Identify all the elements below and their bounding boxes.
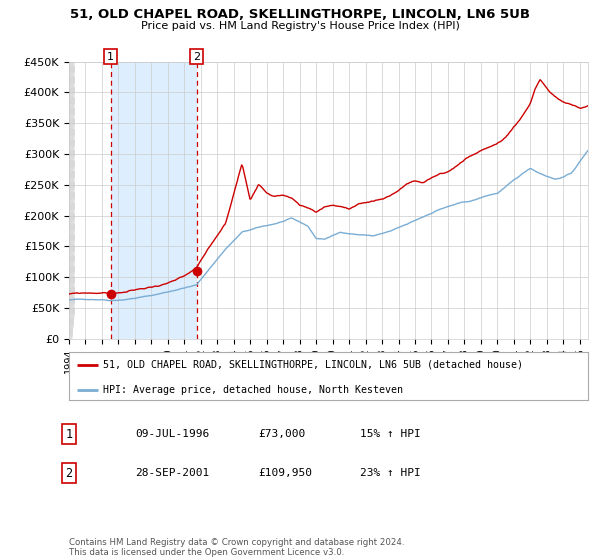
Text: Price paid vs. HM Land Registry's House Price Index (HPI): Price paid vs. HM Land Registry's House … xyxy=(140,21,460,31)
Text: Contains HM Land Registry data © Crown copyright and database right 2024.
This d: Contains HM Land Registry data © Crown c… xyxy=(69,538,404,557)
Text: 51, OLD CHAPEL ROAD, SKELLINGTHORPE, LINCOLN, LN6 5UB: 51, OLD CHAPEL ROAD, SKELLINGTHORPE, LIN… xyxy=(70,8,530,21)
Text: 23% ↑ HPI: 23% ↑ HPI xyxy=(360,468,421,478)
Text: 2: 2 xyxy=(193,52,200,62)
Text: 1: 1 xyxy=(107,52,114,62)
Text: £73,000: £73,000 xyxy=(258,429,305,439)
Bar xyxy=(110,62,197,339)
Text: 2: 2 xyxy=(65,466,73,480)
Text: 51, OLD CHAPEL ROAD, SKELLINGTHORPE, LINCOLN, LN6 5UB (detached house): 51, OLD CHAPEL ROAD, SKELLINGTHORPE, LIN… xyxy=(103,360,523,370)
Text: 15% ↑ HPI: 15% ↑ HPI xyxy=(360,429,421,439)
Text: 28-SEP-2001: 28-SEP-2001 xyxy=(135,468,209,478)
Text: 09-JUL-1996: 09-JUL-1996 xyxy=(135,429,209,439)
Text: £109,950: £109,950 xyxy=(258,468,312,478)
Text: 1: 1 xyxy=(65,427,73,441)
Text: HPI: Average price, detached house, North Kesteven: HPI: Average price, detached house, Nort… xyxy=(103,385,403,395)
